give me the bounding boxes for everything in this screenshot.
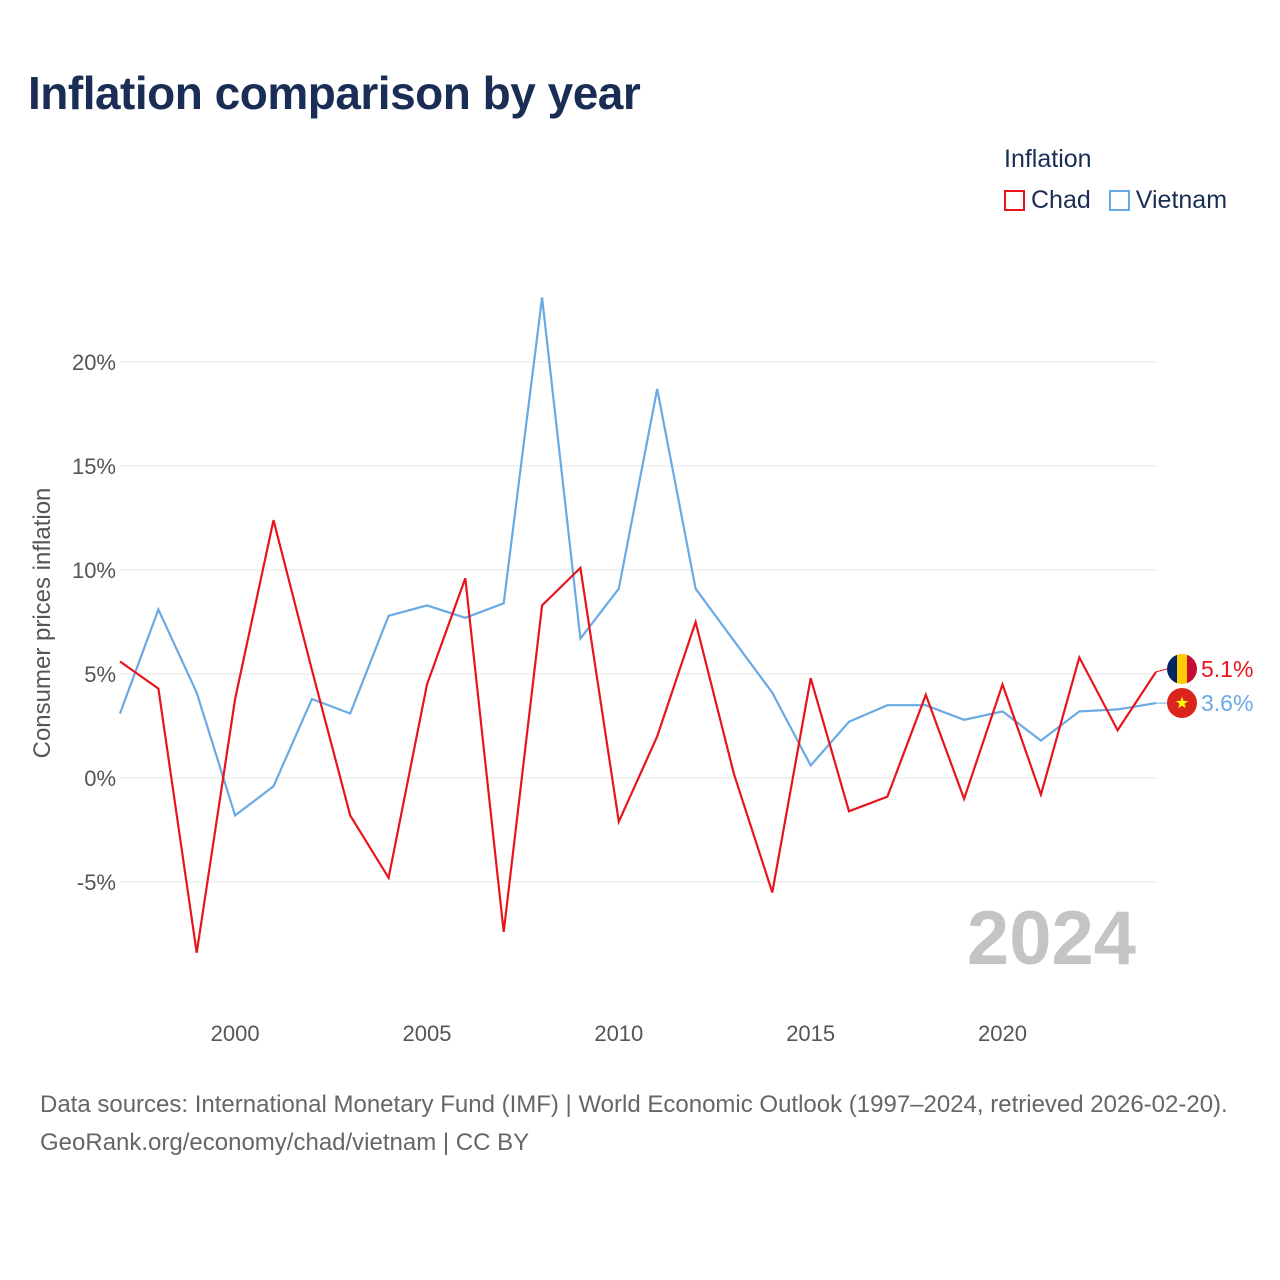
y-tick-label: 5%	[84, 662, 116, 687]
current-year-watermark: 2024	[967, 896, 1136, 981]
y-tick-label: 10%	[72, 558, 116, 583]
y-tick-label: 0%	[84, 766, 116, 791]
legend-swatch-vietnam	[1108, 190, 1130, 211]
series-line-chad	[119, 519, 1157, 953]
legend: Chad Vietnam	[1004, 186, 1227, 215]
legend-label-vietnam: Vietnam	[1135, 186, 1228, 214]
y-tick-label: 15%	[72, 454, 116, 479]
x-tick-label: 2015	[786, 1021, 835, 1046]
page-title: Inflation comparison by year	[28, 67, 641, 119]
legend-label-chad: Chad	[1031, 186, 1091, 214]
y-axis-label: Consumer prices inflation	[29, 488, 56, 759]
legend-swatch-chad	[1004, 190, 1025, 211]
grid-lines	[120, 361, 1156, 883]
vietnam-flag-icon	[1167, 688, 1197, 718]
y-axis-ticks: -5% 0% 5% 10% 15% 20%	[72, 350, 116, 895]
end-value-label-chad: 5.1%	[1201, 656, 1253, 682]
end-markers: 5.1% 3.6%	[1155, 654, 1253, 718]
chad-flag-icon	[1167, 654, 1197, 684]
y-tick-label: -5%	[77, 870, 116, 895]
legend-title: Inflation	[1004, 145, 1092, 173]
footer-source: Data sources: International Monetary Fun…	[40, 1091, 1228, 1118]
x-tick-label: 2000	[211, 1021, 260, 1046]
end-value-label-vietnam: 3.6%	[1201, 690, 1253, 716]
footer-credit[interactable]: GeoRank.org/economy/chad/vietnam | CC BY	[40, 1129, 530, 1156]
legend-item-vietnam[interactable]: Vietnam	[1108, 186, 1228, 215]
x-tick-label: 2020	[978, 1021, 1027, 1046]
y-tick-label: 20%	[72, 350, 116, 375]
x-tick-label: 2005	[402, 1021, 451, 1046]
footer: Data sources: International Monetary Fun…	[40, 1086, 1250, 1162]
series-lines	[118, 297, 1157, 953]
series-line-vietnam	[118, 297, 1157, 818]
x-tick-label: 2010	[594, 1021, 643, 1046]
inflation-line-chart: -5% 0% 5% 10% 15% 20% 2000 2005 2010 2015 2020 Co…	[29, 297, 1253, 1046]
x-axis-ticks: 2000 2005 2010 2015 2020	[211, 1021, 1027, 1046]
end-connector	[1155, 668, 1168, 673]
legend-item-chad[interactable]: Chad	[1004, 186, 1091, 215]
